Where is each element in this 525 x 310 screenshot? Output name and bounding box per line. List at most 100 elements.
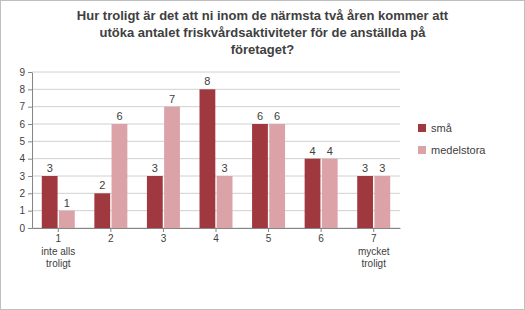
bar (269, 124, 285, 228)
x-tick-label: 4 (213, 233, 219, 244)
y-tick-mark (28, 228, 32, 229)
bar (59, 211, 75, 228)
y-tick-mark (28, 159, 32, 160)
y-tick-label: 5 (19, 136, 25, 147)
x-tick-label-line: 1 (56, 233, 62, 244)
title-line: företaget? (231, 42, 295, 57)
y-tick-label: 6 (19, 119, 25, 130)
bar (252, 124, 268, 228)
title: Hur troligt är det att ni inom de närmst… (77, 8, 449, 57)
grid-line (32, 72, 400, 73)
data-label: 3 (379, 162, 385, 174)
grid-line (32, 141, 400, 142)
x-tick-label: 6 (318, 233, 324, 244)
y-tick-mark (28, 72, 32, 73)
x-tick-label: 2 (108, 233, 114, 244)
bar (357, 176, 373, 228)
y-tick: 7 (19, 101, 32, 112)
data-label: 2 (99, 179, 105, 191)
x-tick-mark (163, 228, 164, 232)
x-tick-mark (110, 228, 111, 232)
x-tick: 6 (318, 228, 324, 244)
x-tick-label: 5 (266, 233, 272, 244)
x-tick-label-line: inte alls (41, 246, 75, 257)
title-line: utöka antalet friskvårdsaktiviteter för … (100, 25, 427, 40)
data-label: 4 (327, 145, 333, 157)
y-tick: 1 (19, 205, 32, 216)
x-tick-mark (373, 228, 374, 232)
data-label: 6 (257, 110, 263, 122)
x-tick: 1 inte allstroligt (41, 228, 75, 269)
x-tick-label: 7myckettroligt (358, 233, 390, 269)
grid-line (32, 210, 400, 211)
data-label: 4 (309, 145, 315, 157)
grid-line (32, 193, 400, 194)
x-tick-label-line: 5 (266, 233, 272, 244)
bar (200, 89, 216, 228)
bars (42, 89, 390, 228)
bar (322, 159, 338, 228)
x-tick-mark (216, 228, 217, 232)
data-label: 1 (64, 197, 70, 209)
chart-border (1, 1, 525, 310)
y-tick: 3 (19, 171, 32, 182)
x-tick: 2 (108, 228, 114, 244)
plot: 0123456789323864316736431inte allstrolig… (19, 67, 400, 269)
x-tick-label-line: 6 (318, 233, 324, 244)
bar (42, 176, 58, 228)
legend-swatch (418, 124, 426, 132)
data-label: 3 (222, 162, 228, 174)
legend-label: små (431, 122, 453, 134)
bar (305, 159, 321, 228)
bar (374, 176, 390, 228)
y-tick: 2 (19, 188, 32, 199)
grid-line (32, 124, 400, 125)
y-tick-label: 0 (19, 223, 25, 234)
data-label: 3 (47, 162, 53, 174)
y-tick: 5 (19, 136, 32, 147)
y-tick: 6 (19, 119, 32, 130)
x-tick-label: 1 inte allstroligt (41, 233, 75, 269)
bar (164, 107, 180, 228)
x-tick-label: 3 (161, 233, 167, 244)
x-tick-label-line: 4 (213, 233, 219, 244)
x-tick: 5 (266, 228, 272, 244)
legend: småmedelstora (418, 122, 486, 156)
y-tick-mark (28, 107, 32, 108)
data-label: 3 (152, 162, 158, 174)
y-tick-mark (28, 176, 32, 177)
y-tick: 4 (19, 153, 32, 164)
x-tick: 7myckettroligt (358, 228, 390, 269)
bar (147, 176, 163, 228)
y-tick-label: 9 (19, 67, 25, 78)
y-tick: 0 (19, 223, 32, 234)
bar (112, 124, 128, 228)
y-tick-mark (28, 211, 32, 212)
y-tick-mark (28, 124, 32, 125)
y-tick-label: 4 (19, 153, 25, 164)
y-tick-mark (28, 193, 32, 194)
y-axis: 0 1 2 3 4 5 6 7 8 9 (19, 67, 32, 234)
data-label: 6 (116, 110, 122, 122)
title-line: Hur troligt är det att ni inom de närmst… (77, 8, 449, 23)
y-tick-mark (28, 89, 32, 90)
x-tick: 3 (161, 228, 167, 244)
y-tick: 9 (19, 67, 32, 78)
legend-swatch (418, 146, 426, 154)
grid-line (32, 158, 400, 159)
x-tick-mark (268, 228, 269, 232)
grid-line (32, 176, 400, 177)
y-tick-label: 7 (19, 101, 25, 112)
x-tick-label-line: troligt (46, 258, 71, 269)
bar (217, 176, 233, 228)
data-labels: 32386431673643 (47, 75, 386, 208)
chart: Hur troligt är det att ni inom de närmst… (0, 0, 525, 310)
x-tick-mark (58, 228, 59, 232)
y-tick-label: 2 (19, 188, 25, 199)
y-tick-label: 3 (19, 171, 25, 182)
grid-line (32, 89, 400, 90)
y-tick-label: 8 (19, 84, 25, 95)
grid-line (32, 106, 400, 107)
x-tick-label-line: 7 (371, 233, 377, 244)
y-tick-label: 1 (19, 205, 25, 216)
